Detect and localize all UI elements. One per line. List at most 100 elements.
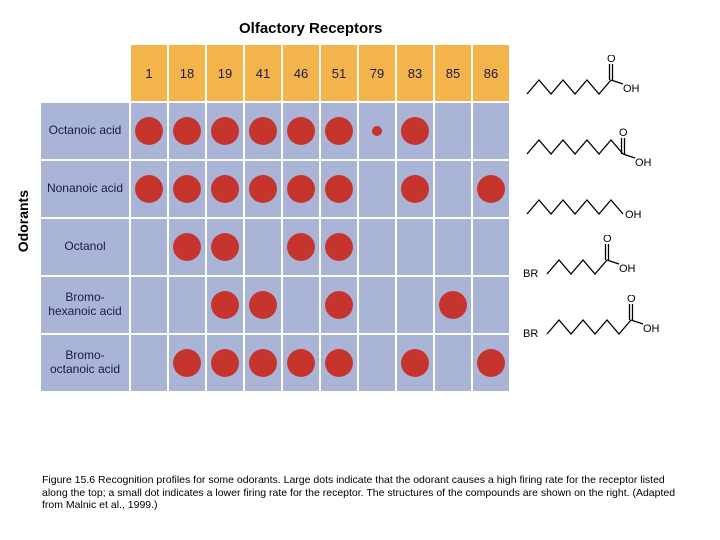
svg-text:O: O: [627, 295, 636, 305]
large-dot-icon: [401, 117, 429, 145]
large-dot-icon: [439, 291, 467, 319]
large-dot-icon: [211, 233, 239, 261]
cell: [169, 103, 205, 159]
row-header: Octanol: [41, 219, 129, 275]
cell: [245, 219, 281, 275]
large-dot-icon: [477, 349, 505, 377]
large-dot-icon: [173, 233, 201, 261]
cell: [321, 219, 357, 275]
structure-icon: BROOH: [521, 295, 671, 351]
svg-text:OH: OH: [619, 263, 636, 275]
cell: [397, 103, 433, 159]
cell: [207, 335, 243, 391]
large-dot-icon: [211, 117, 239, 145]
cell: [359, 219, 395, 275]
chart-title: Olfactory Receptors: [239, 20, 382, 37]
cell: [207, 219, 243, 275]
large-dot-icon: [173, 349, 201, 377]
large-dot-icon: [249, 291, 277, 319]
cell: [245, 335, 281, 391]
cell: [207, 161, 243, 217]
large-dot-icon: [287, 349, 315, 377]
cell: [131, 161, 167, 217]
cell: [283, 219, 319, 275]
cell: [169, 335, 205, 391]
structure-icon: OH: [521, 175, 671, 231]
row-header: Bromo-octanoic acid: [41, 335, 129, 391]
col-header-83: 83: [397, 45, 433, 101]
cell: [245, 103, 281, 159]
row-header: Bromo-hexanoic acid: [41, 277, 129, 333]
cell: [321, 277, 357, 333]
structure-cell: O OH: [521, 54, 671, 112]
row-header: Octanoic acid: [41, 103, 129, 159]
large-dot-icon: [211, 175, 239, 203]
cell: [283, 103, 319, 159]
cell: [435, 219, 471, 275]
cell: [359, 277, 395, 333]
cell: [359, 103, 395, 159]
large-dot-icon: [173, 175, 201, 203]
large-dot-icon: [477, 175, 505, 203]
cell: [359, 161, 395, 217]
figure-container: Odorants Olfactory Receptors 11819414651…: [15, 20, 705, 393]
large-dot-icon: [211, 291, 239, 319]
cell: [397, 335, 433, 391]
structure-icon: O OH: [521, 55, 671, 111]
cell: [473, 219, 509, 275]
cell: [473, 277, 509, 333]
svg-text:O: O: [607, 55, 616, 65]
structure-icon: BR O OH: [521, 235, 671, 291]
large-dot-icon: [249, 349, 277, 377]
cell: [435, 103, 471, 159]
large-dot-icon: [287, 117, 315, 145]
svg-text:OH: OH: [623, 83, 640, 95]
cell: [169, 161, 205, 217]
col-header-41: 41: [245, 45, 281, 101]
svg-text:BR: BR: [523, 268, 538, 280]
cell: [435, 161, 471, 217]
cell: [245, 161, 281, 217]
col-header-1: 1: [131, 45, 167, 101]
structure-cell: BR O OH: [521, 234, 671, 292]
col-header-85: 85: [435, 45, 471, 101]
cell: [397, 161, 433, 217]
large-dot-icon: [135, 175, 163, 203]
structure-cell: BROOH: [521, 294, 671, 352]
large-dot-icon: [325, 233, 353, 261]
large-dot-icon: [287, 175, 315, 203]
cell: [321, 161, 357, 217]
cell: [131, 277, 167, 333]
cell: [283, 335, 319, 391]
corner-blank: [41, 45, 129, 101]
small-dot-icon: [372, 126, 382, 136]
col-header-19: 19: [207, 45, 243, 101]
large-dot-icon: [211, 349, 239, 377]
structure-cell: OOH: [521, 114, 671, 172]
dot-matrix-table: 1181941465179838586 Octanoic acidNonanoi…: [39, 43, 511, 393]
cell: [169, 277, 205, 333]
cell: [397, 277, 433, 333]
main-column: Olfactory Receptors 1181941465179838586 …: [39, 20, 511, 393]
cell: [207, 277, 243, 333]
col-header-46: 46: [283, 45, 319, 101]
cell: [473, 335, 509, 391]
cell: [283, 161, 319, 217]
col-header-79: 79: [359, 45, 395, 101]
y-axis-label: Odorants: [15, 190, 31, 252]
row-header: Nonanoic acid: [41, 161, 129, 217]
cell: [321, 103, 357, 159]
cell: [435, 335, 471, 391]
cell: [435, 277, 471, 333]
svg-text:O: O: [619, 127, 628, 139]
cell: [245, 277, 281, 333]
svg-text:O: O: [603, 235, 612, 245]
cell: [207, 103, 243, 159]
large-dot-icon: [325, 349, 353, 377]
cell: [359, 335, 395, 391]
svg-text:BR: BR: [523, 328, 538, 340]
large-dot-icon: [249, 175, 277, 203]
cell: [131, 219, 167, 275]
svg-text:OH: OH: [625, 209, 642, 221]
cell: [321, 335, 357, 391]
